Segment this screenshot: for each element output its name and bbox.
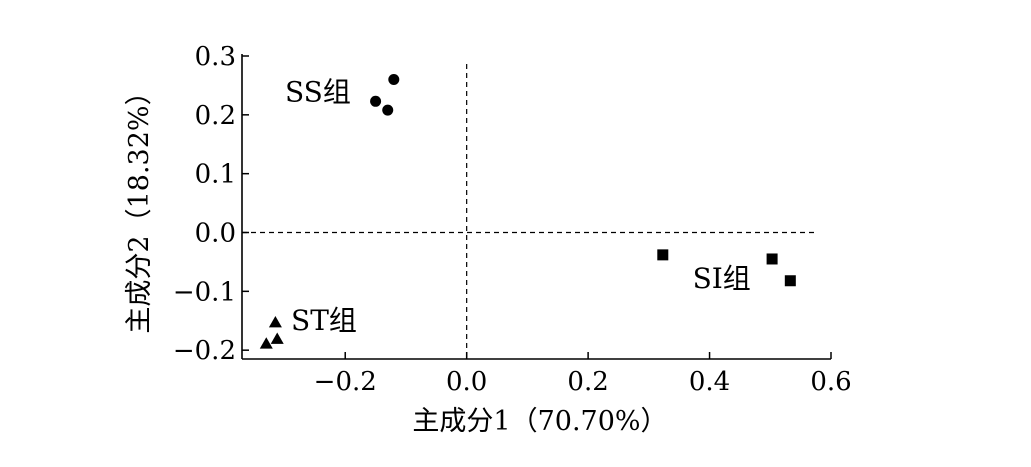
y-tick-label: 0.1 — [195, 160, 236, 190]
x-axis-label: 主成分1（70.70%） — [412, 406, 667, 437]
x-tick-label: 0.0 — [446, 367, 487, 397]
circle-point — [370, 95, 382, 107]
data-points — [259, 74, 796, 349]
reference-lines — [242, 64, 818, 359]
triangle-point — [270, 332, 284, 344]
circle-point — [382, 104, 394, 116]
x-tick-label: 0.2 — [567, 367, 608, 397]
square-point — [657, 249, 669, 261]
y-tick-label: 0.0 — [195, 219, 236, 249]
y-tick-label: −0.2 — [173, 336, 236, 366]
group-label: SS组 — [285, 75, 351, 108]
y-tick-label: 0.2 — [195, 101, 236, 131]
y-tick-label: 0.3 — [195, 42, 236, 72]
triangle-point — [268, 316, 282, 328]
circle-point — [388, 74, 400, 86]
y-axis-label: 主成分2（18.32%） — [124, 78, 155, 333]
group-labels: SS组 SI组 ST组 — [285, 75, 751, 337]
square-point — [766, 253, 778, 265]
x-tick-label: 0.4 — [689, 367, 730, 397]
axes: 0.3 0.2 0.1 0.0 −0.1 −0.2 −0.2 0.0 0.2 0.4 0.6 — [173, 42, 852, 397]
x-tick-label: −0.2 — [314, 367, 377, 397]
x-tick-label: 0.6 — [810, 367, 851, 397]
y-tick-label: −0.1 — [173, 277, 236, 307]
group-label: ST组 — [291, 304, 357, 337]
square-point — [784, 275, 796, 287]
group-label: SI组 — [693, 262, 751, 295]
triangle-point — [259, 337, 273, 349]
